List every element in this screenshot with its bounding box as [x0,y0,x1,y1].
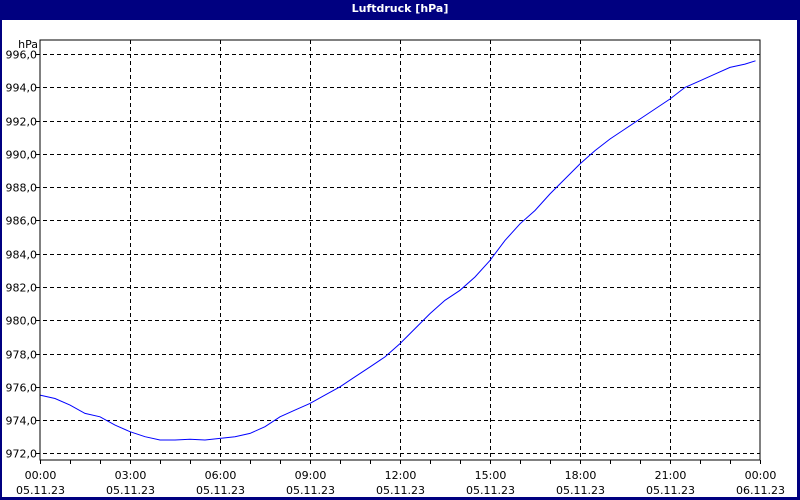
x-tick-time: 12:00 [385,469,417,482]
y-tick-label: 992,0 [6,116,38,129]
pressure-line [39,60,756,441]
x-tick-time: 15:00 [475,469,507,482]
y-tick-label: 982,0 [6,282,38,295]
x-tick-time: 21:00 [655,469,687,482]
x-tick-date: 05.11.23 [646,484,695,497]
x-tick-date: 05.11.23 [286,484,335,497]
x-tick-date: 05.11.23 [556,484,605,497]
y-axis-unit: hPa [18,38,38,51]
plot-frame [39,39,761,461]
y-tick-label: 972,0 [6,448,38,461]
x-tick-time: 18:00 [565,469,597,482]
x-tick-date: 05.11.23 [106,484,155,497]
y-tick-label: 994,0 [6,82,38,95]
x-tick-time: 03:00 [115,469,147,482]
y-tick-label: 984,0 [6,249,38,262]
y-tick-label: 996,0 [6,49,38,62]
window-title: Luftdruck [hPa] [351,2,449,15]
y-tick-label: 986,0 [6,215,38,228]
x-tick-time: 06:00 [205,469,237,482]
x-tick-time: 00:00 [745,469,777,482]
y-tick-label: 978,0 [6,349,38,362]
y-tick-label: 974,0 [6,415,38,428]
x-tick-date: 05.11.23 [466,484,515,497]
x-tick-date: 06.11.23 [736,484,785,497]
chart-panel [2,20,797,497]
y-tick-label: 990,0 [6,149,38,162]
y-tick-label: 980,0 [6,315,38,328]
x-tick-date: 05.11.23 [16,484,65,497]
y-tick-label: 988,0 [6,182,38,195]
x-tick-date: 05.11.23 [196,484,245,497]
x-tick-date: 05.11.23 [376,484,425,497]
x-tick-time: 09:00 [295,469,327,482]
x-tick-time: 00:00 [25,469,57,482]
y-tick-label: 976,0 [6,382,38,395]
